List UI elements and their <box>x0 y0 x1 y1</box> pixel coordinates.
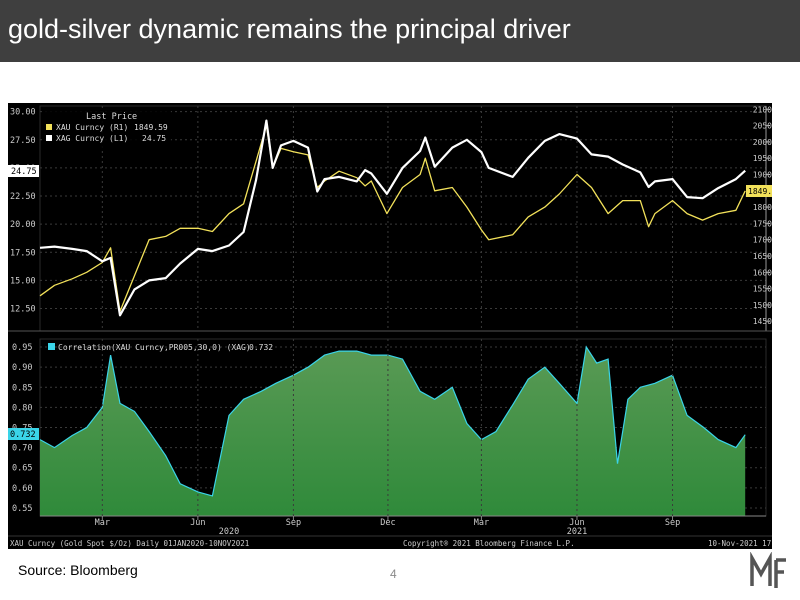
svg-text:24.75: 24.75 <box>11 167 37 177</box>
correlation-legend: Correlation(XAU Curncy,PR005,30,0) (XAG)… <box>48 343 273 352</box>
mf-logo-icon <box>750 552 786 588</box>
left-tick-label: 20.00 <box>10 220 36 230</box>
correlation-tick-label: 0.85 <box>12 383 32 393</box>
correlation-tick-label: 0.95 <box>12 343 32 353</box>
correlation-tick-label: 0.60 <box>12 484 32 494</box>
month-label: Dec <box>380 518 395 528</box>
silver-last-badge: 24.75 <box>8 165 39 177</box>
slide-title: gold-silver dynamic remains the principa… <box>8 14 571 44</box>
left-tick-label: 27.50 <box>10 136 36 146</box>
bloomberg-chart: 30.0027.5025.0022.5020.0017.5015.0012.50… <box>8 103 772 549</box>
correlation-area <box>40 347 746 516</box>
right-tick-label: 1550 <box>753 285 772 294</box>
correlation-line <box>39 345 746 497</box>
footer-left: XAU Curncy (Gold Spot $/Oz) Daily 01JAN2… <box>10 539 249 548</box>
right-tick-label: 1500 <box>753 301 772 310</box>
right-tick-label: 1900 <box>753 170 772 179</box>
month-label: Sep <box>286 518 301 528</box>
year-label: 2021 <box>567 527 587 537</box>
right-tick-label: 1650 <box>753 252 772 261</box>
correlation-tick-label: 0.70 <box>12 444 32 454</box>
correlation-legend-last: 0.732 <box>249 343 273 352</box>
xag-legend-name: XAG Curncy <box>56 134 104 143</box>
month-label: Sep <box>665 518 680 528</box>
source-label: Source: Bloomberg <box>18 562 138 578</box>
xau-legend-swatch <box>46 124 52 130</box>
slide-title-bar: gold-silver dynamic remains the principa… <box>0 0 800 62</box>
footer-right: 10-Nov-2021 17:53:2 <box>708 539 772 548</box>
month-label: Jun <box>569 518 584 528</box>
year-label: 2020 <box>219 527 239 537</box>
xag-legend-tag: (L1) <box>109 134 128 143</box>
month-label: Mar <box>474 518 489 528</box>
right-tick-label: 1800 <box>753 203 772 212</box>
left-tick-label: 15.00 <box>10 276 36 286</box>
correlation-tick-label: 0.80 <box>12 403 32 413</box>
xag-series-line <box>39 119 746 317</box>
correlation-tick-label: 0.65 <box>12 464 32 474</box>
right-tick-label: 1450 <box>753 317 772 326</box>
footer-center: Copyright® 2021 Bloomberg Finance L.P. <box>403 539 575 548</box>
correlation-legend-name: Correlation(XAU Curncy,PR005,30,0) (XAG) <box>58 343 251 352</box>
month-label: Jun <box>190 518 205 528</box>
left-tick-label: 30.00 <box>10 108 36 118</box>
xau-legend-name: XAU Curncy <box>56 123 104 132</box>
right-tick-label: 1700 <box>753 236 772 245</box>
right-tick-label: 1600 <box>753 268 772 277</box>
svg-text:1849.59: 1849.59 <box>748 187 772 196</box>
svg-text:0.732: 0.732 <box>10 430 36 440</box>
page-number: 4 <box>390 567 397 581</box>
correlation-last-badge: 0.732 <box>8 428 39 440</box>
legend-header: Last Price <box>86 112 137 122</box>
right-tick-label: 2050 <box>753 122 772 131</box>
xau-series-line <box>39 124 746 313</box>
left-tick-label: 22.50 <box>10 192 36 202</box>
correlation-tick-label: 0.55 <box>12 504 32 514</box>
xag-legend-last: 24.75 <box>142 134 166 143</box>
right-tick-label: 2000 <box>753 138 772 147</box>
left-tick-label: 17.50 <box>10 248 36 258</box>
xau-legend-last: 1849.59 <box>134 123 168 132</box>
correlation-legend-swatch <box>48 343 55 350</box>
left-tick-label: 12.50 <box>10 305 36 315</box>
xau-legend-tag: (R1) <box>109 123 128 132</box>
price-legend: Last Price XAU Curncy (R1) 1849.59 XAG C… <box>43 109 171 148</box>
gold-last-badge: 1849.59 <box>746 185 772 197</box>
right-tick-label: 1750 <box>753 219 772 228</box>
xag-legend-swatch <box>46 135 52 141</box>
month-label: Mar <box>95 518 110 528</box>
right-tick-label: 2100 <box>753 105 772 114</box>
correlation-tick-label: 0.90 <box>12 363 32 373</box>
right-tick-label: 1950 <box>753 154 772 163</box>
